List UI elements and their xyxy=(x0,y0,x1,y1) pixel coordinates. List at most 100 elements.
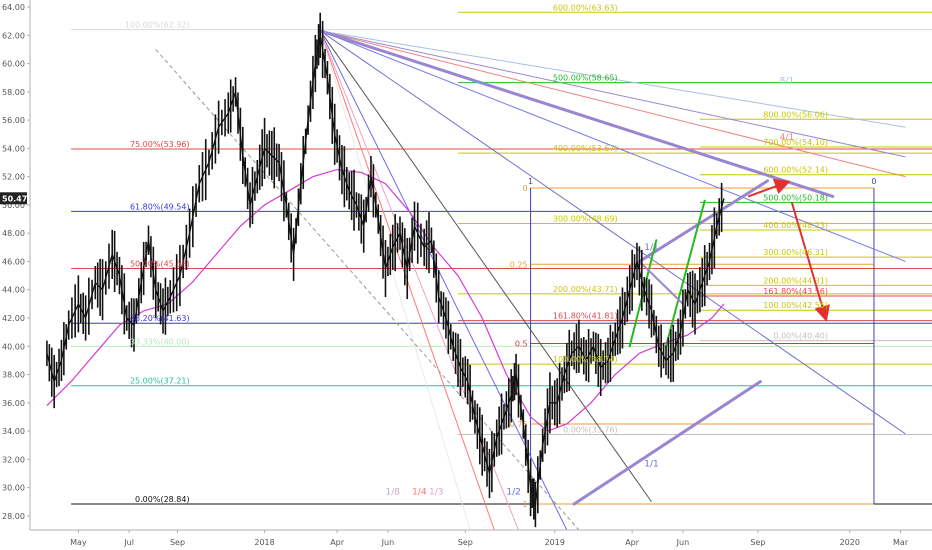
y-tick-label: 50.00 xyxy=(2,201,25,210)
trend-lines xyxy=(318,29,835,506)
x-axis[interactable]: May Jul Sep 2018 Apr Jun Sep 2019 Apr Jun Sep 2020 M… xyxy=(30,529,932,547)
fan-line xyxy=(155,49,580,531)
x-tick-label: Apr xyxy=(625,538,640,547)
fib-level-label: 0.00%(28.84) xyxy=(135,495,190,504)
fib-level-label: 500.00%(58.65) xyxy=(553,74,618,83)
trend-line xyxy=(628,239,658,348)
x-tick-label: Jun xyxy=(676,538,690,547)
y-tick-label: 46.00 xyxy=(2,257,25,266)
y-tick-label: 38.00 xyxy=(2,371,25,380)
fib-level-label: 25.00%(37.21) xyxy=(130,377,190,386)
y-tick-label: 42.00 xyxy=(2,314,25,323)
fib-level-label: 400.00%(53.67) xyxy=(553,144,618,153)
x-tick-label: Jul xyxy=(123,538,134,547)
y-tick-label: 62.00 xyxy=(2,31,25,40)
fib-level-label: 33.33%(40.00) xyxy=(130,337,190,346)
fib-box-label: 0.25 xyxy=(510,260,528,269)
x-tick-label: Sep xyxy=(750,538,765,547)
fib-box-top-label: 0 xyxy=(871,177,876,186)
x-tick-label: 2018 xyxy=(254,538,274,547)
y-tick-label: 48.00 xyxy=(2,229,25,238)
fib-level-label: 75.00%(53.96) xyxy=(130,140,190,149)
fib-level-label: 0.00%(33.76) xyxy=(563,425,618,434)
fan-line xyxy=(319,30,519,531)
x-tick-label: 2020 xyxy=(840,538,860,547)
fan-line xyxy=(320,30,906,128)
fan-label: 8/1 xyxy=(780,76,794,86)
y-tick-label: 44.00 xyxy=(2,286,25,295)
y-tick-label: 54.00 xyxy=(2,144,25,153)
y-tick-label: 52.00 xyxy=(2,173,25,182)
fib-level-label: 50.00%(45.58) xyxy=(130,260,190,269)
fib-level-label: 161.80%(43.56) xyxy=(763,287,828,296)
y-tick-label: 64.00 xyxy=(2,3,25,12)
x-tick-label: May xyxy=(70,538,87,547)
y-tick-label: 34.00 xyxy=(2,427,25,436)
fib-level-label: 800.00%(56.06) xyxy=(763,110,828,119)
fib-level-label: 100.00%(62.32) xyxy=(125,21,190,30)
fib-box-label: 0.5 xyxy=(515,339,528,348)
x-tick-label: Jun xyxy=(381,538,395,547)
fib-level-label: 100.00%(38.74) xyxy=(553,355,618,364)
x-tick-label: 2019 xyxy=(545,538,565,547)
fib-level-label: 300.00%(48.69) xyxy=(553,214,618,223)
fan-line xyxy=(320,30,906,158)
fib-level-label: 200.00%(43.71) xyxy=(553,285,618,294)
annotation-arrow xyxy=(747,178,791,198)
trend-line xyxy=(318,29,835,198)
fib-level-label: 300.00%(46.31) xyxy=(763,248,828,257)
current-price-badge xyxy=(0,192,27,205)
fib-level-label: 700.00%(54.10) xyxy=(763,138,828,147)
fib-box-label: 1 xyxy=(522,500,527,509)
x-tick-label: Apr xyxy=(330,538,345,547)
fan-line xyxy=(319,30,906,435)
fib-box-label: 0 xyxy=(522,184,527,193)
fan-label: 4/1 xyxy=(780,133,794,143)
fib-level-label: 600.00%(52.14) xyxy=(763,166,828,175)
x-tick-label: Mar xyxy=(893,538,909,547)
fan-line xyxy=(319,30,652,503)
fan-label: 1/8 xyxy=(385,488,400,498)
y-tick-label: 60.00 xyxy=(2,60,25,69)
fan-label: 1/1 xyxy=(644,459,658,469)
level-labels: 75.00%(53.96) 61.80%(49.54) 50.00%(45.58) 3… xyxy=(125,3,828,504)
y-tick-label: 30.00 xyxy=(2,484,25,493)
trend-line xyxy=(572,380,762,506)
x-tick-label: Sep xyxy=(458,538,473,547)
y-axis[interactable]: 28.00 30.00 32.00 34.00 36.00 38.00 40.00 42.00… xyxy=(0,0,31,530)
annotation-arrow xyxy=(790,201,830,322)
fan-label: 1/4 xyxy=(412,488,427,498)
y-tick-label: 58.00 xyxy=(2,88,25,97)
fib-level-label: 0.00%(40.40) xyxy=(773,332,828,341)
fib-level-label: 600.00%(63.63) xyxy=(553,3,618,12)
trend-line xyxy=(637,179,770,263)
trend-line xyxy=(638,260,684,305)
price-line xyxy=(46,34,725,506)
trend-line xyxy=(664,199,706,348)
y-tick-label: 40.00 xyxy=(2,342,25,351)
fib-level-label: 500.00%(50.18) xyxy=(763,193,828,202)
y-tick-label: 32.00 xyxy=(2,455,25,464)
x-tick-label: Sep xyxy=(170,538,185,547)
fib-box-top-label: 1 xyxy=(528,177,533,186)
fan-label: 1/2 xyxy=(506,488,520,498)
fib-box-label: 0.75 xyxy=(510,420,528,429)
y-tick-label: 36.00 xyxy=(2,399,25,408)
fan-label: 1/1 xyxy=(644,243,658,253)
fib-level-label: 161.80%(41.81) xyxy=(553,312,618,321)
fan-label: 1/3 xyxy=(429,488,443,498)
fib-level-label: 400.00%(48.23) xyxy=(763,221,828,230)
current-price-label: 50.47 xyxy=(2,194,27,203)
fib-level-label: 100.00%(42.55) xyxy=(763,301,828,310)
y-tick-label: 28.00 xyxy=(2,512,25,521)
y-tick-label: 56.00 xyxy=(2,116,25,125)
annotation-arrows xyxy=(747,178,830,322)
fib-level-label: 61.80%(49.54) xyxy=(130,202,190,211)
fib-level-label: 38.20%(41.63) xyxy=(130,314,190,323)
fan-line xyxy=(319,30,471,531)
fib-level-label: 200.00%(44.31) xyxy=(763,276,828,285)
fan-line xyxy=(320,30,906,178)
fan-line xyxy=(320,30,906,262)
